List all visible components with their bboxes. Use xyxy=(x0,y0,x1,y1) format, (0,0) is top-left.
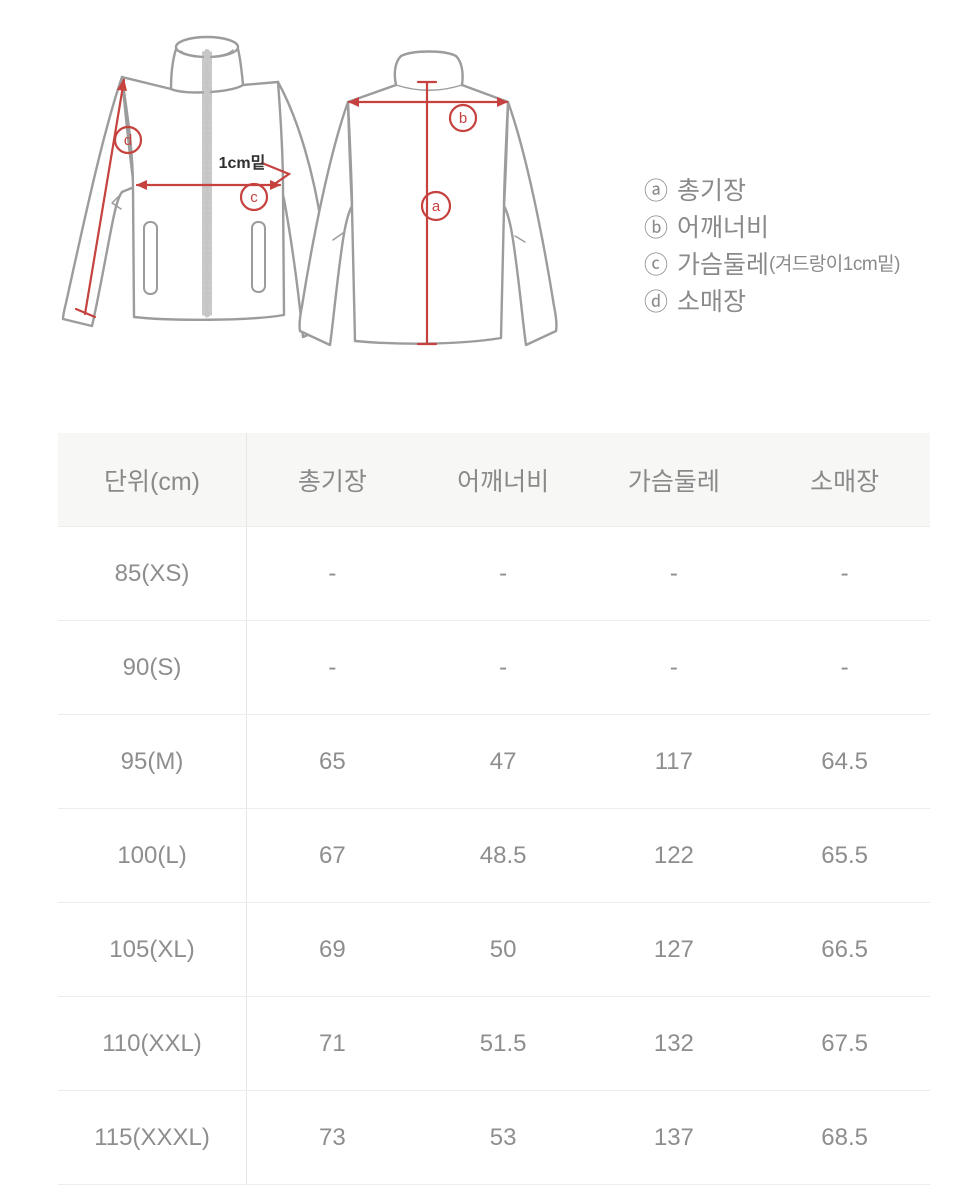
size-cell: - xyxy=(328,559,337,587)
size-cell: 65.5 xyxy=(821,841,868,869)
size-cell: 48.5 xyxy=(479,841,527,869)
column-header-total-length: 총기장 xyxy=(297,467,367,496)
marker-letter-d: d xyxy=(124,132,132,149)
back-left-elbow-crease xyxy=(332,232,344,241)
size-cell: 66.5 xyxy=(821,935,868,963)
table-row: 115(XXXL) 73 53 137 68.5 xyxy=(58,1091,930,1185)
size-cell: - xyxy=(840,559,849,587)
circled-a-icon: ⓐ xyxy=(644,178,668,205)
size-cell: - xyxy=(669,653,678,681)
size-row-label: 85(XS) xyxy=(58,527,247,620)
table-row: 110(XXL) 71 51.5 132 67.5 xyxy=(58,997,930,1091)
marker-letter-a: a xyxy=(432,198,441,215)
size-table: 단위(cm) 총기장 어깨너비 가슴둘레 소매장 85(XS) - - - - … xyxy=(58,433,930,1185)
size-cell: 51.5 xyxy=(479,1029,527,1057)
measure-arrow-c-left xyxy=(136,180,147,190)
size-row-label: 100(L) xyxy=(58,809,247,902)
armpit-note-label: 1cm밑 xyxy=(219,153,266,172)
legend-item-total-length: ⓐ 총기장 xyxy=(644,170,900,207)
front-collar-right xyxy=(236,47,245,87)
front-pocket-right xyxy=(251,221,266,293)
size-cell: 132 xyxy=(653,1029,694,1057)
marker-circle-d xyxy=(113,125,143,155)
marker-circle-b xyxy=(448,103,478,133)
back-right-sleeve xyxy=(502,100,558,347)
legend-suffix: (겨드랑이1cm밑) xyxy=(769,254,900,275)
legend-label: 어깨너비 xyxy=(677,213,770,242)
table-row: 90(S) - - - - xyxy=(58,621,930,715)
size-cell: - xyxy=(499,559,508,587)
legend-item-chest: ⓒ 가슴둘레 (겨드랑이1cm밑) xyxy=(644,244,900,281)
size-row-label: 90(S) xyxy=(58,621,247,714)
size-cell: 137 xyxy=(653,1123,694,1151)
size-row-label: 115(XXXL) xyxy=(58,1091,247,1184)
armpit-pointer xyxy=(260,161,292,187)
jacket-measurement-diagram: d c b a 1cm밑 xyxy=(61,35,558,347)
measure-tick-d xyxy=(74,307,97,319)
size-cell: 122 xyxy=(653,841,694,869)
size-cell: 68.5 xyxy=(821,1123,868,1151)
front-pocket-left xyxy=(143,221,158,295)
size-cell: 127 xyxy=(653,935,694,963)
front-jacket-drawing xyxy=(61,35,332,339)
measurement-annotations xyxy=(74,78,509,346)
size-row-label: 110(XXL) xyxy=(58,997,247,1090)
marker-circle-a xyxy=(420,190,452,222)
size-cell: 117 xyxy=(654,747,693,775)
measure-line-d xyxy=(83,78,126,316)
measure-arrow-b-left xyxy=(348,97,359,107)
legend-item-sleeve-length: ⓓ 소매장 xyxy=(644,281,900,318)
size-cell: 50 xyxy=(489,935,517,963)
front-collar-left xyxy=(169,47,178,91)
size-cell: 71 xyxy=(319,1029,346,1057)
marker-letters: d c b a xyxy=(124,110,467,215)
legend-item-shoulder-width: ⓑ 어깨너비 xyxy=(644,207,900,244)
size-cell: - xyxy=(669,559,678,587)
size-cell: - xyxy=(840,653,849,681)
column-header-unit: 단위(cm) xyxy=(58,433,247,526)
size-row-label: 95(M) xyxy=(58,715,247,808)
size-cell: 73 xyxy=(319,1123,346,1151)
circled-d-icon: ⓓ xyxy=(644,289,668,316)
table-header-row: 단위(cm) 총기장 어깨너비 가슴둘레 소매장 xyxy=(58,433,930,527)
size-cell: 64.5 xyxy=(821,747,868,775)
size-cell: 47 xyxy=(489,747,517,775)
size-cell: 67 xyxy=(319,841,346,869)
measure-arrow-d xyxy=(117,78,127,91)
column-header-chest: 가슴둘레 xyxy=(627,467,720,496)
column-header-shoulder-width: 어깨너비 xyxy=(457,467,550,496)
table-row: 105(XL) 69 50 127 66.5 xyxy=(58,903,930,997)
column-header-sleeve-length: 소매장 xyxy=(810,467,880,496)
size-cell: - xyxy=(328,653,337,681)
back-collar xyxy=(393,50,464,87)
size-row-label: 105(XL) xyxy=(58,903,247,996)
marker-circle-c xyxy=(239,182,269,212)
table-row: 95(M) 65 47 117 64.5 xyxy=(58,715,930,809)
circled-c-icon: ⓒ xyxy=(644,252,668,279)
legend-label: 소매장 xyxy=(677,287,747,316)
legend-label: 가슴둘레 xyxy=(677,250,770,279)
front-left-sleeve xyxy=(61,75,136,328)
back-right-elbow-crease xyxy=(514,235,526,243)
size-cell: 65 xyxy=(319,747,346,775)
table-row: 85(XS) - - - - xyxy=(58,527,930,621)
marker-letter-c: c xyxy=(250,189,258,206)
size-cell: 69 xyxy=(319,935,346,963)
size-cell: 53 xyxy=(489,1123,517,1151)
front-elbow-crease xyxy=(111,195,122,210)
back-collar-seam xyxy=(395,84,463,91)
marker-letter-b: b xyxy=(459,110,467,127)
size-cell: 67.5 xyxy=(821,1029,868,1057)
size-cell: - xyxy=(499,653,508,681)
circled-b-icon: ⓑ xyxy=(644,215,668,242)
measurement-legend: ⓐ 총기장 ⓑ 어깨너비 ⓒ 가슴둘레 (겨드랑이1cm밑) ⓓ 소매장 xyxy=(644,170,900,318)
legend-label: 총기장 xyxy=(677,176,747,205)
measure-arrow-b-right xyxy=(497,97,508,107)
table-row: 100(L) 67 48.5 122 65.5 xyxy=(58,809,930,903)
measure-arrow-c-right xyxy=(270,180,281,190)
